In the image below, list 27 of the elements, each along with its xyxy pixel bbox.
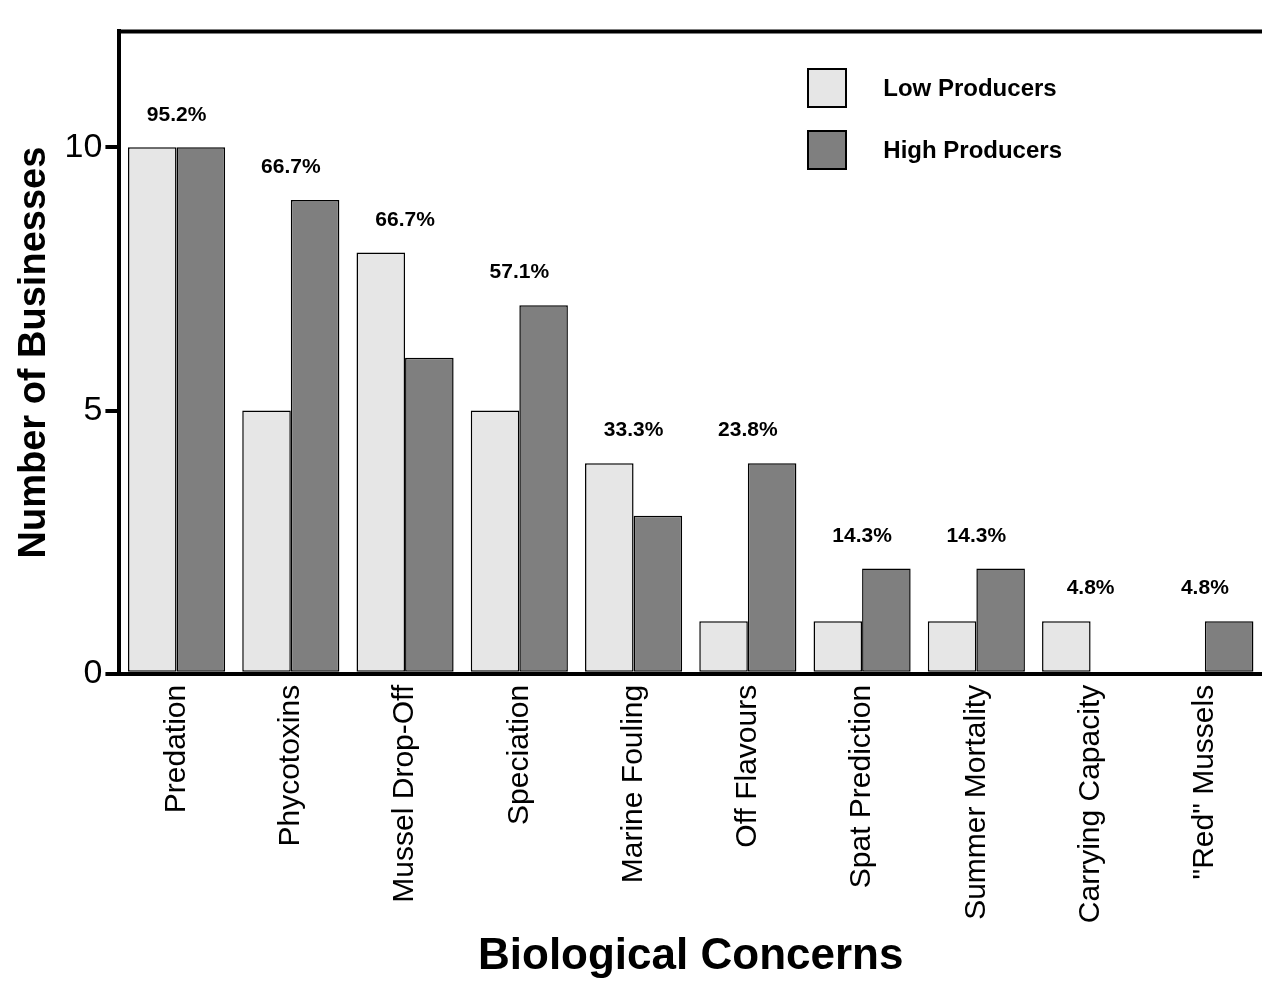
y-tick-label: 0: [83, 652, 103, 691]
x-axis-title: Biological Concerns: [478, 928, 904, 978]
annotation: 66.7%: [261, 154, 321, 178]
annotation: 33.3%: [603, 417, 664, 441]
annotation: 4.8%: [1066, 575, 1115, 599]
y-tick-label: 5: [83, 388, 103, 427]
x-tick-label: Summer Mortality: [957, 684, 991, 920]
annotation: 14.3%: [946, 522, 1007, 546]
x-tick-label: Carrying Capacity: [1071, 684, 1105, 924]
annotation: 14.3%: [832, 522, 893, 546]
legend-label: Low Producers: [883, 74, 1057, 102]
annotation: 23.8%: [718, 417, 778, 441]
x-tick-label: Predation: [157, 684, 191, 814]
x-tick-label: Spat Prediction: [843, 684, 877, 889]
annotation: 4.8%: [1180, 575, 1230, 599]
annotation: 66.7%: [375, 206, 436, 230]
annotation: 95.2%: [146, 101, 207, 125]
annotation: 57.1%: [489, 259, 550, 283]
x-tick-label: Phycotoxins: [272, 684, 306, 847]
x-tick-label: Speciation: [500, 684, 534, 825]
x-tick-label: Marine Fouling: [614, 684, 648, 884]
x-tick-label: "Red" Mussels: [1186, 684, 1220, 880]
legend-label: High Producers: [883, 136, 1062, 164]
x-tick-label: Off Flavours: [729, 684, 763, 848]
y-tick-label: 10: [64, 125, 103, 164]
x-tick-label: Mussel Drop-Off: [386, 684, 420, 903]
y-axis-title: Number of Businesses: [11, 146, 54, 559]
